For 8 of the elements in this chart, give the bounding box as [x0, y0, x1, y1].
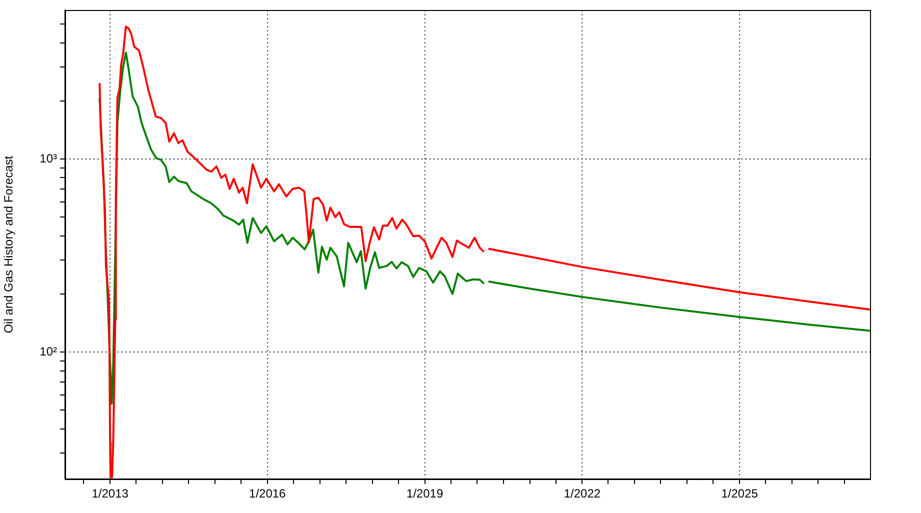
x-tick-label: 1/2013 [92, 486, 129, 501]
y-tick-label: 10³ [40, 151, 58, 166]
x-tick-label: 1/2019 [406, 486, 444, 501]
x-tick-label: 1/2022 [564, 486, 601, 501]
y-tick-label: 10² [40, 344, 58, 358]
x-tick-label: 1/2025 [721, 486, 758, 501]
y-axis-title: Oil and Gas History and Forecast [2, 155, 16, 334]
x-tick-label: 1/2016 [249, 486, 286, 501]
